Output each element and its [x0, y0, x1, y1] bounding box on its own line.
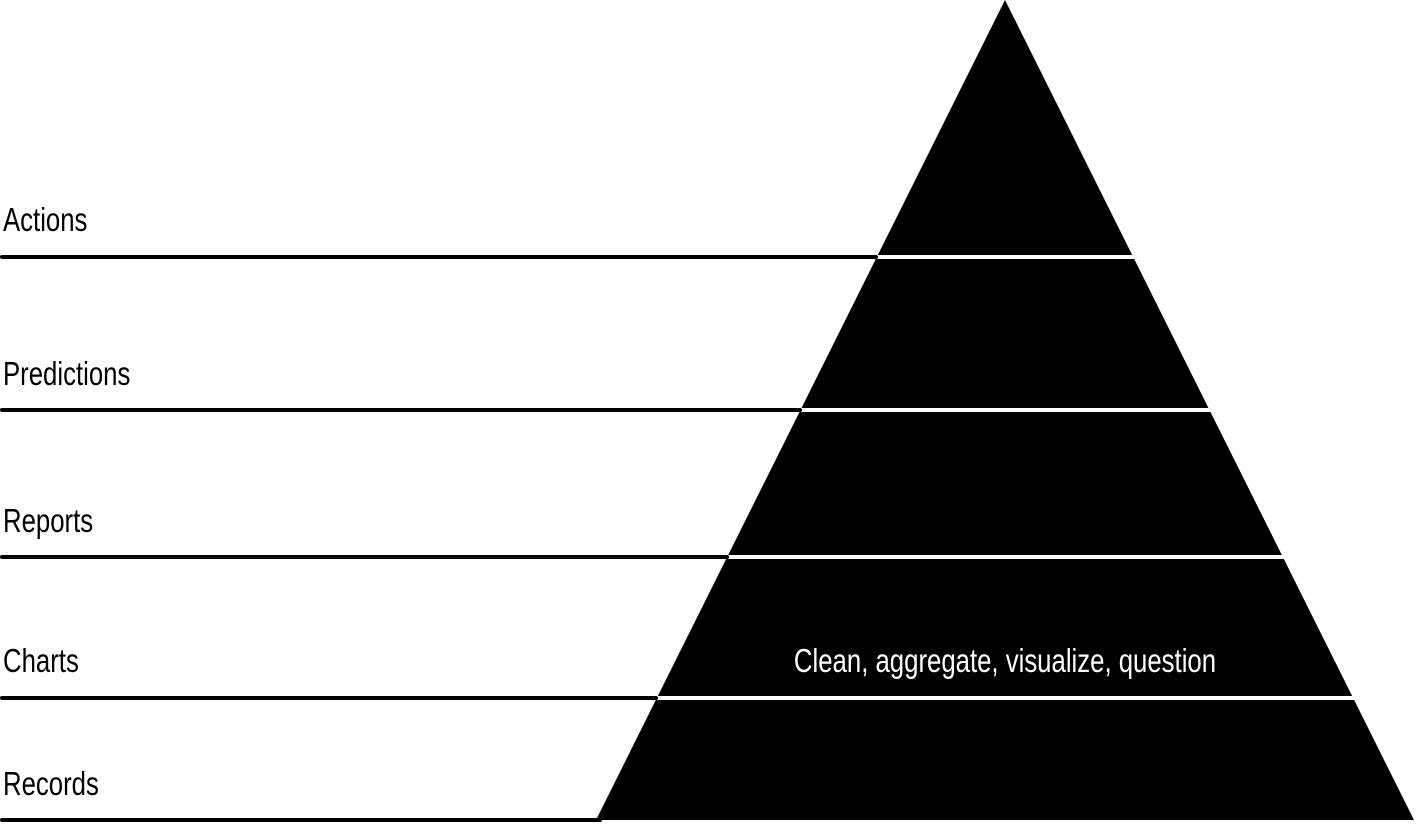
level-label-records: Records: [3, 765, 99, 802]
level-label-actions: Actions: [3, 201, 88, 238]
level-label-charts: Charts: [3, 642, 79, 679]
level-label-predictions: Predictions: [3, 355, 131, 392]
charts-band-description: Clean, aggregate, visualize, question: [793, 642, 1217, 679]
level-label-reports: Reports: [3, 502, 94, 539]
